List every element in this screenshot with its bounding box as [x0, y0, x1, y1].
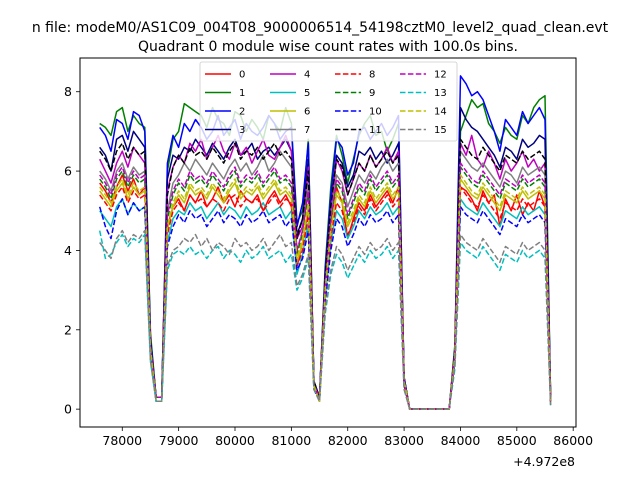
x-tick-label: 84000 [441, 433, 481, 448]
x-tick-label: 80000 [215, 433, 255, 448]
series-line-15 [99, 229, 552, 410]
legend-label-0: 0 [239, 70, 245, 81]
y-axis: 0 2 4 6 8 [64, 84, 80, 417]
axes-frame [79, 57, 577, 428]
plot-area: 78000 79000 80000 81000 82000 83000 84000 85000… [64, 57, 593, 469]
x-offset-label: +4.972e8 [513, 454, 575, 469]
legend-label-9: 9 [369, 88, 375, 99]
x-tick-label: 86000 [553, 433, 593, 448]
legend-label-4: 4 [304, 70, 310, 81]
legend-label-13: 13 [434, 88, 447, 99]
legend-label-15: 15 [434, 125, 447, 136]
series-line-13 [98, 230, 552, 410]
legend-label-12: 12 [434, 70, 447, 81]
x-tick-label: 82000 [328, 433, 368, 448]
x-tick-label: 79000 [159, 433, 199, 448]
legend-label-8: 8 [369, 70, 375, 81]
y-tick-label: 6 [64, 164, 72, 179]
legend-label-1: 1 [239, 88, 245, 99]
legend-label-5: 5 [304, 88, 310, 99]
x-tick-label: 85000 [497, 433, 537, 448]
legend-label-10: 10 [369, 107, 382, 118]
legend-label-3: 3 [239, 125, 245, 136]
y-tick-label: 2 [64, 322, 72, 337]
legend-label-2: 2 [239, 107, 245, 118]
y-tick-label: 4 [64, 243, 72, 258]
series-line-14 [99, 174, 552, 410]
chart-title: Quadrant 0 module wise count rates with … [138, 39, 518, 55]
legend-label-7: 7 [304, 125, 310, 136]
x-axis: 78000 79000 80000 81000 82000 83000 84000 85000… [102, 427, 593, 448]
legend-box [199, 61, 458, 142]
series-layer [98, 75, 552, 410]
legend-label-14: 14 [434, 107, 447, 118]
x-tick-label: 83000 [384, 433, 424, 448]
y-tick-label: 8 [64, 84, 72, 99]
legend-label-11: 11 [369, 125, 382, 136]
figure-suptitle: n file: modeM0/AS1C09_004T08_9000006514_… [32, 20, 609, 36]
legend-label-6: 6 [304, 107, 310, 118]
x-tick-label: 81000 [271, 433, 311, 448]
x-tick-label: 78000 [102, 433, 142, 448]
y-tick-label: 0 [64, 402, 72, 417]
